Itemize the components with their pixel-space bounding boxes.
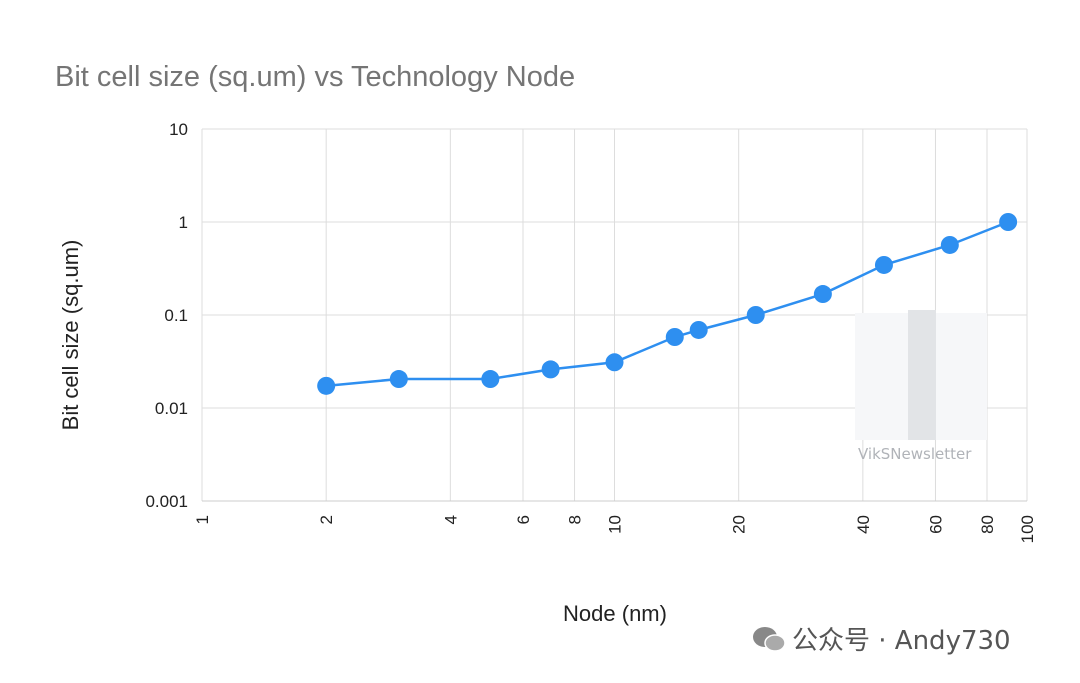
x-tick-label: 10: [606, 515, 625, 534]
data-point: [481, 370, 500, 389]
series: [317, 213, 1018, 395]
chart-title: Bit cell size (sq.um) vs Technology Node: [55, 61, 575, 93]
y-tick-label: 0.1: [164, 306, 188, 325]
data-point: [874, 255, 893, 274]
x-tick-label: 80: [978, 515, 997, 534]
x-axis-label: Node (nm): [563, 601, 667, 626]
x-tick-label: 2: [317, 515, 336, 524]
x-tick-label: 20: [730, 515, 749, 534]
data-point: [605, 353, 624, 372]
x-tick-label: 100: [1018, 515, 1037, 543]
y-tick-label: 0.001: [145, 492, 188, 511]
data-point: [999, 213, 1018, 231]
data-point: [746, 306, 765, 324]
x-tick-labels: 1 2 4 6 8 10 20 40 60 80 100: [193, 515, 1037, 543]
chart-watermark: VikSNewsletter: [855, 310, 987, 463]
x-tick-label: 40: [854, 515, 873, 534]
wechat-icon: [753, 626, 786, 652]
y-tick-labels: 0.001 0.01 0.1 1 10: [145, 120, 188, 511]
data-point: [665, 328, 684, 347]
y-axis-label: Bit cell size (sq.um): [58, 240, 83, 431]
x-tick-label: 4: [441, 515, 460, 524]
account-watermark: 公众号 · Andy730: [752, 620, 1011, 657]
data-point: [541, 360, 560, 379]
x-tick-label: 1: [193, 515, 212, 524]
x-tick-label: 60: [926, 515, 945, 534]
y-tick-label: 1: [179, 213, 188, 232]
x-tick-label: 6: [514, 515, 533, 524]
data-point: [940, 235, 959, 254]
x-tick-label: 8: [566, 515, 585, 524]
data-point: [689, 320, 708, 339]
y-tick-label: 0.01: [155, 399, 188, 418]
account-name: 公众号 · Andy730: [792, 626, 1011, 656]
y-tick-label: 10: [169, 120, 188, 139]
series-line: [326, 220, 1009, 388]
data-point: [317, 376, 336, 395]
data-point: [813, 285, 832, 304]
svg-text:VikSNewsletter: VikSNewsletter: [858, 445, 972, 463]
data-point: [389, 370, 408, 389]
